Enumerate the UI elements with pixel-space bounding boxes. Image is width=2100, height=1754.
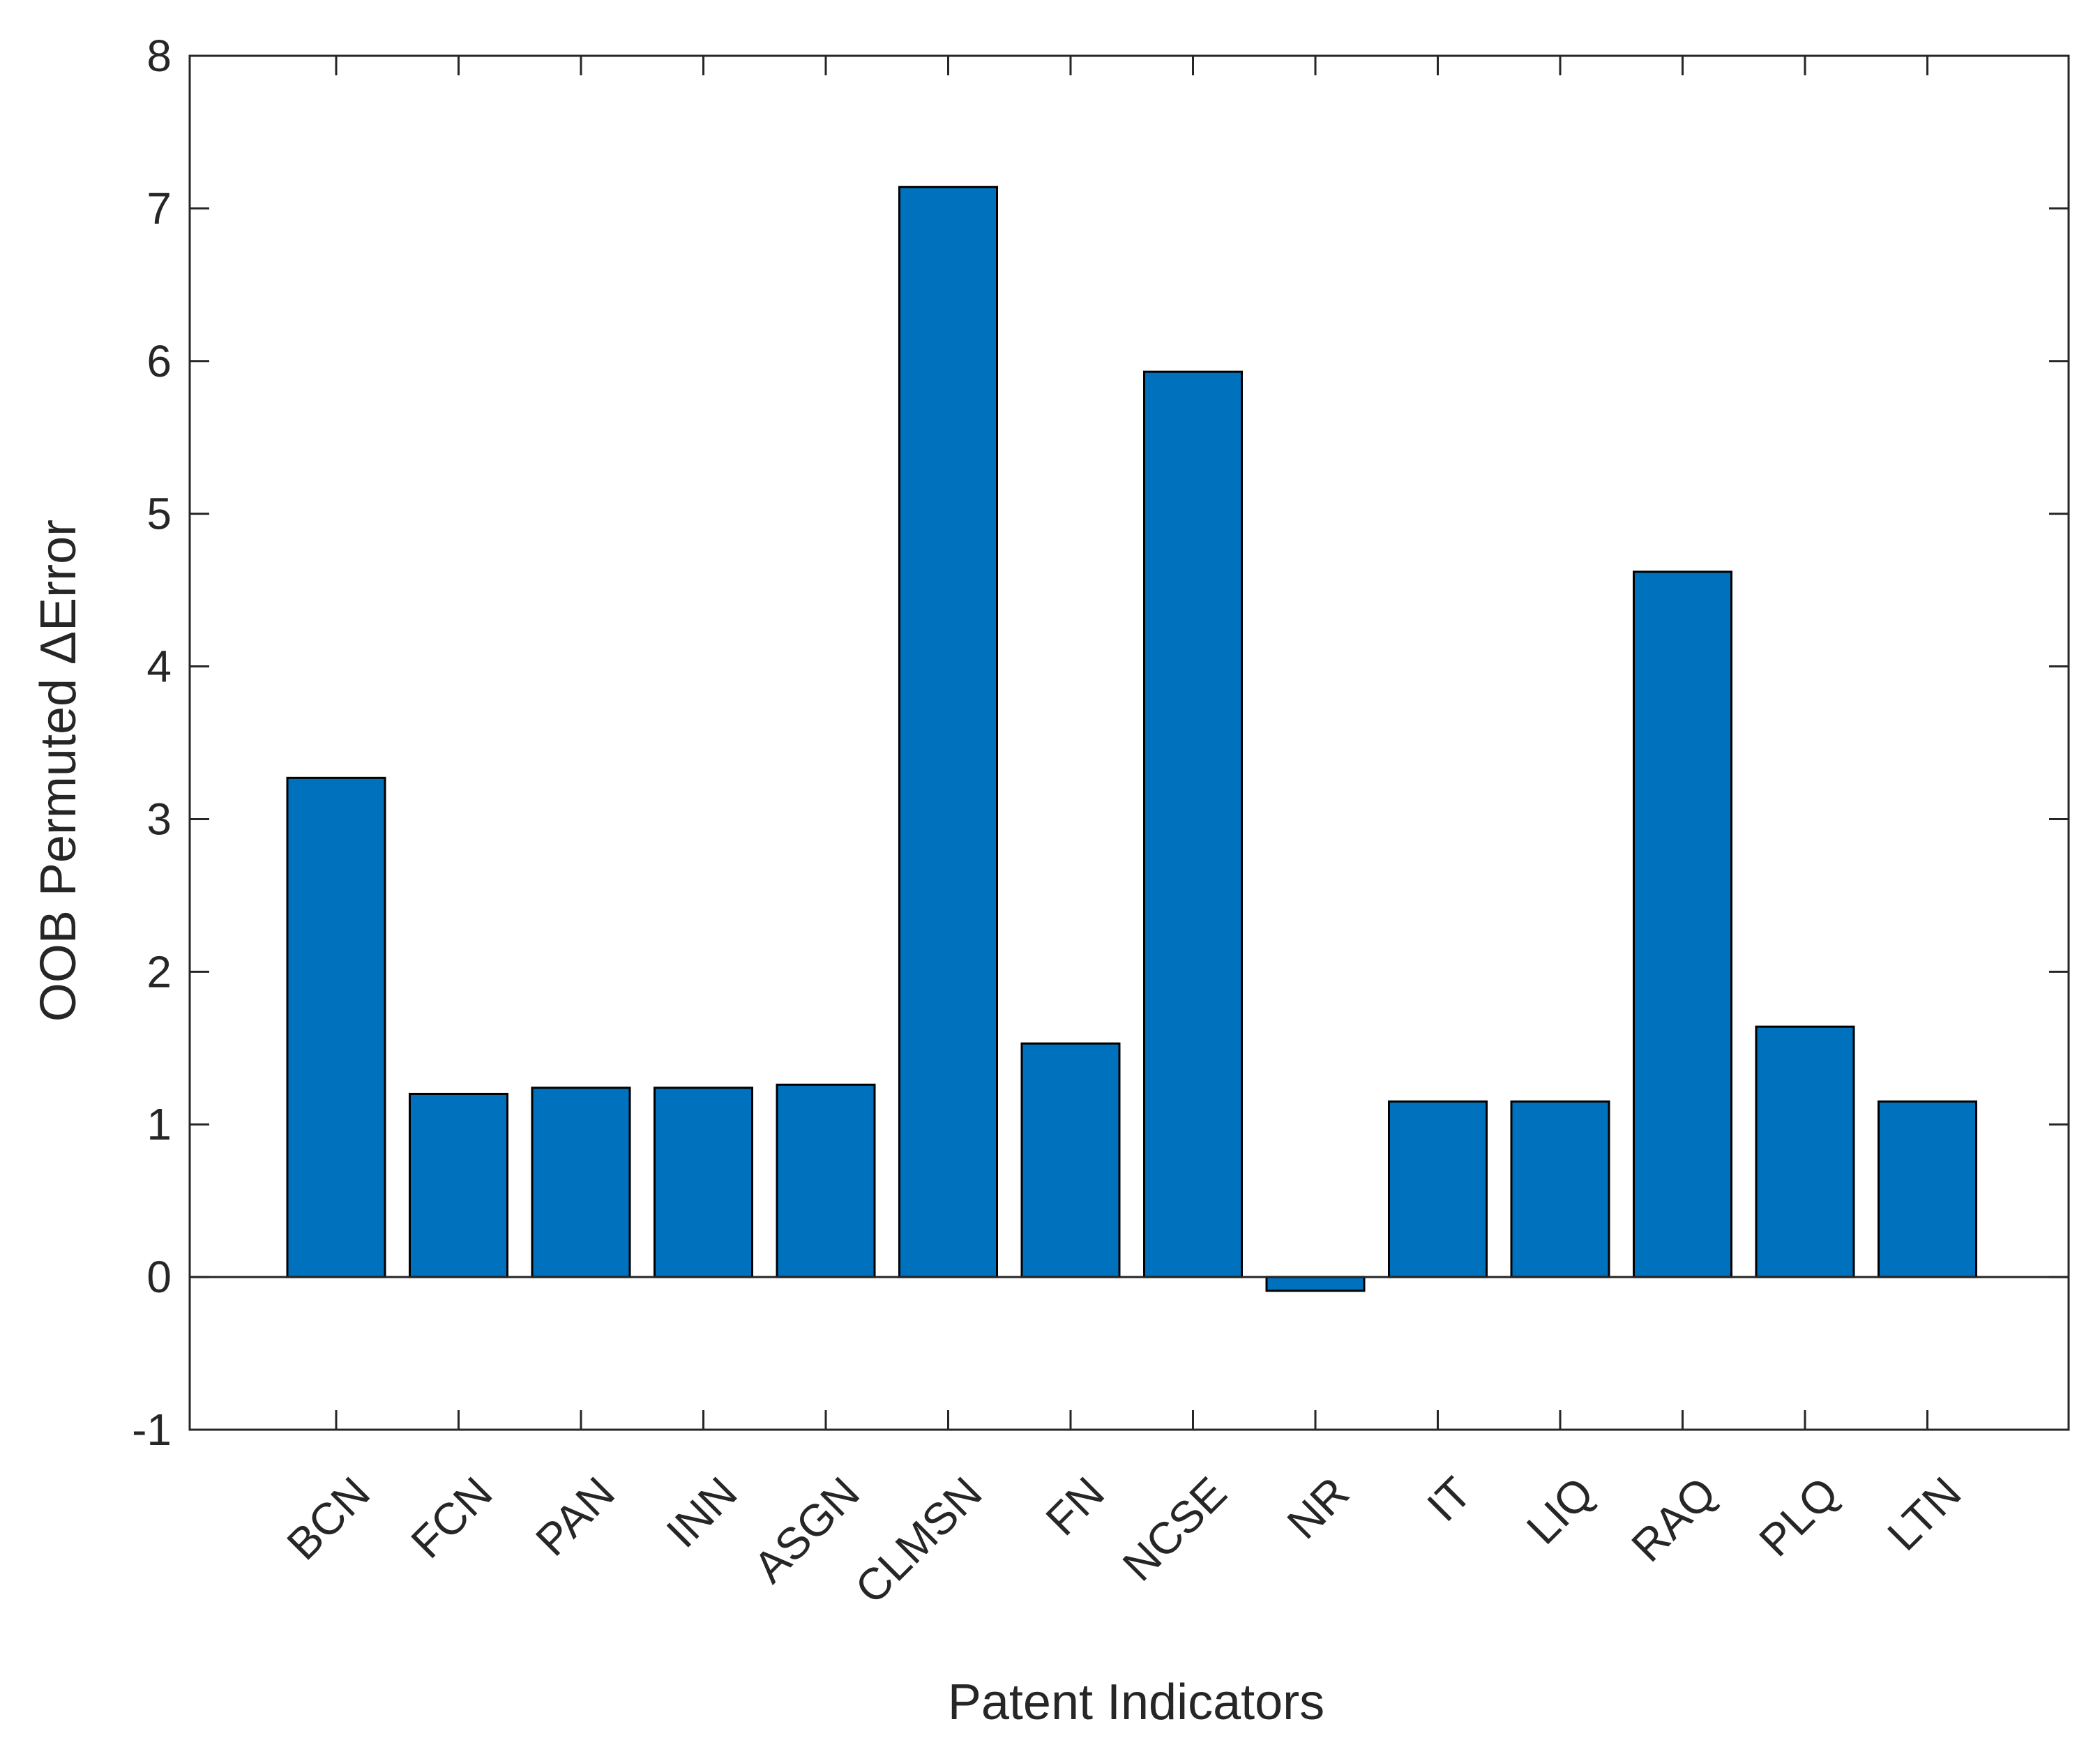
- y-axis-ticks: -1 0 1 2 3 4 5 6 7 8: [132, 31, 2069, 1455]
- plot-area-frame: [188, 54, 2070, 1431]
- y-axis-label: OOB Permuted ΔError: [31, 520, 86, 1022]
- bar-ltn: [1878, 1100, 1977, 1278]
- bar-pan: [531, 1087, 631, 1278]
- bar-asgn: [776, 1083, 876, 1278]
- bar-plq: [1755, 1025, 1855, 1278]
- x-tick-label-raq: RAQ: [1622, 1467, 1725, 1571]
- bar-ncse: [1143, 370, 1243, 1278]
- x-tick-label-ncse: NCSE: [1113, 1467, 1237, 1591]
- y-tick-label: 0: [146, 1252, 172, 1302]
- y-tick-label: 3: [146, 794, 172, 844]
- y-tick-label: 6: [146, 336, 172, 386]
- bars-group: [286, 186, 1977, 1292]
- bar-raq: [1633, 570, 1732, 1278]
- x-tick-label-pan: PAN: [526, 1467, 624, 1566]
- bar-it: [1388, 1100, 1488, 1278]
- x-tick-label-plq: PLQ: [1749, 1467, 1848, 1566]
- y-tick-label: 2: [146, 946, 172, 997]
- y-tick-label: 5: [146, 489, 172, 539]
- bar-bcn: [286, 776, 386, 1278]
- x-tick-label-ltn: LTN: [1878, 1467, 1970, 1560]
- bar-liq: [1510, 1100, 1610, 1278]
- x-tick-label-inn: INN: [657, 1467, 747, 1557]
- bar-inn: [654, 1087, 753, 1278]
- bar-fcn: [409, 1092, 508, 1278]
- y-tick-label: 4: [146, 642, 172, 692]
- bar-nr: [1265, 1276, 1366, 1292]
- x-tick-label-clmsn: CLMSN: [845, 1467, 991, 1613]
- x-tick-label-liq: LIQ: [1517, 1467, 1603, 1554]
- x-tick-label-fcn: FCN: [401, 1467, 501, 1568]
- y-tick-label: 8: [146, 31, 172, 81]
- bar-fn: [1020, 1042, 1121, 1278]
- x-tick-label-it: IT: [1417, 1467, 1481, 1531]
- x-tick-label-nr: NR: [1278, 1467, 1359, 1548]
- bar-clmsn: [898, 186, 998, 1278]
- y-tick-label: 1: [146, 1099, 172, 1149]
- y-tick-label: -1: [132, 1405, 172, 1455]
- x-tick-label-fn: FN: [1036, 1467, 1114, 1545]
- y-tick-label: 7: [146, 183, 172, 234]
- x-tick-label-bcn: BCN: [277, 1467, 379, 1569]
- x-axis-label: Patent Indicators: [948, 1674, 1324, 1730]
